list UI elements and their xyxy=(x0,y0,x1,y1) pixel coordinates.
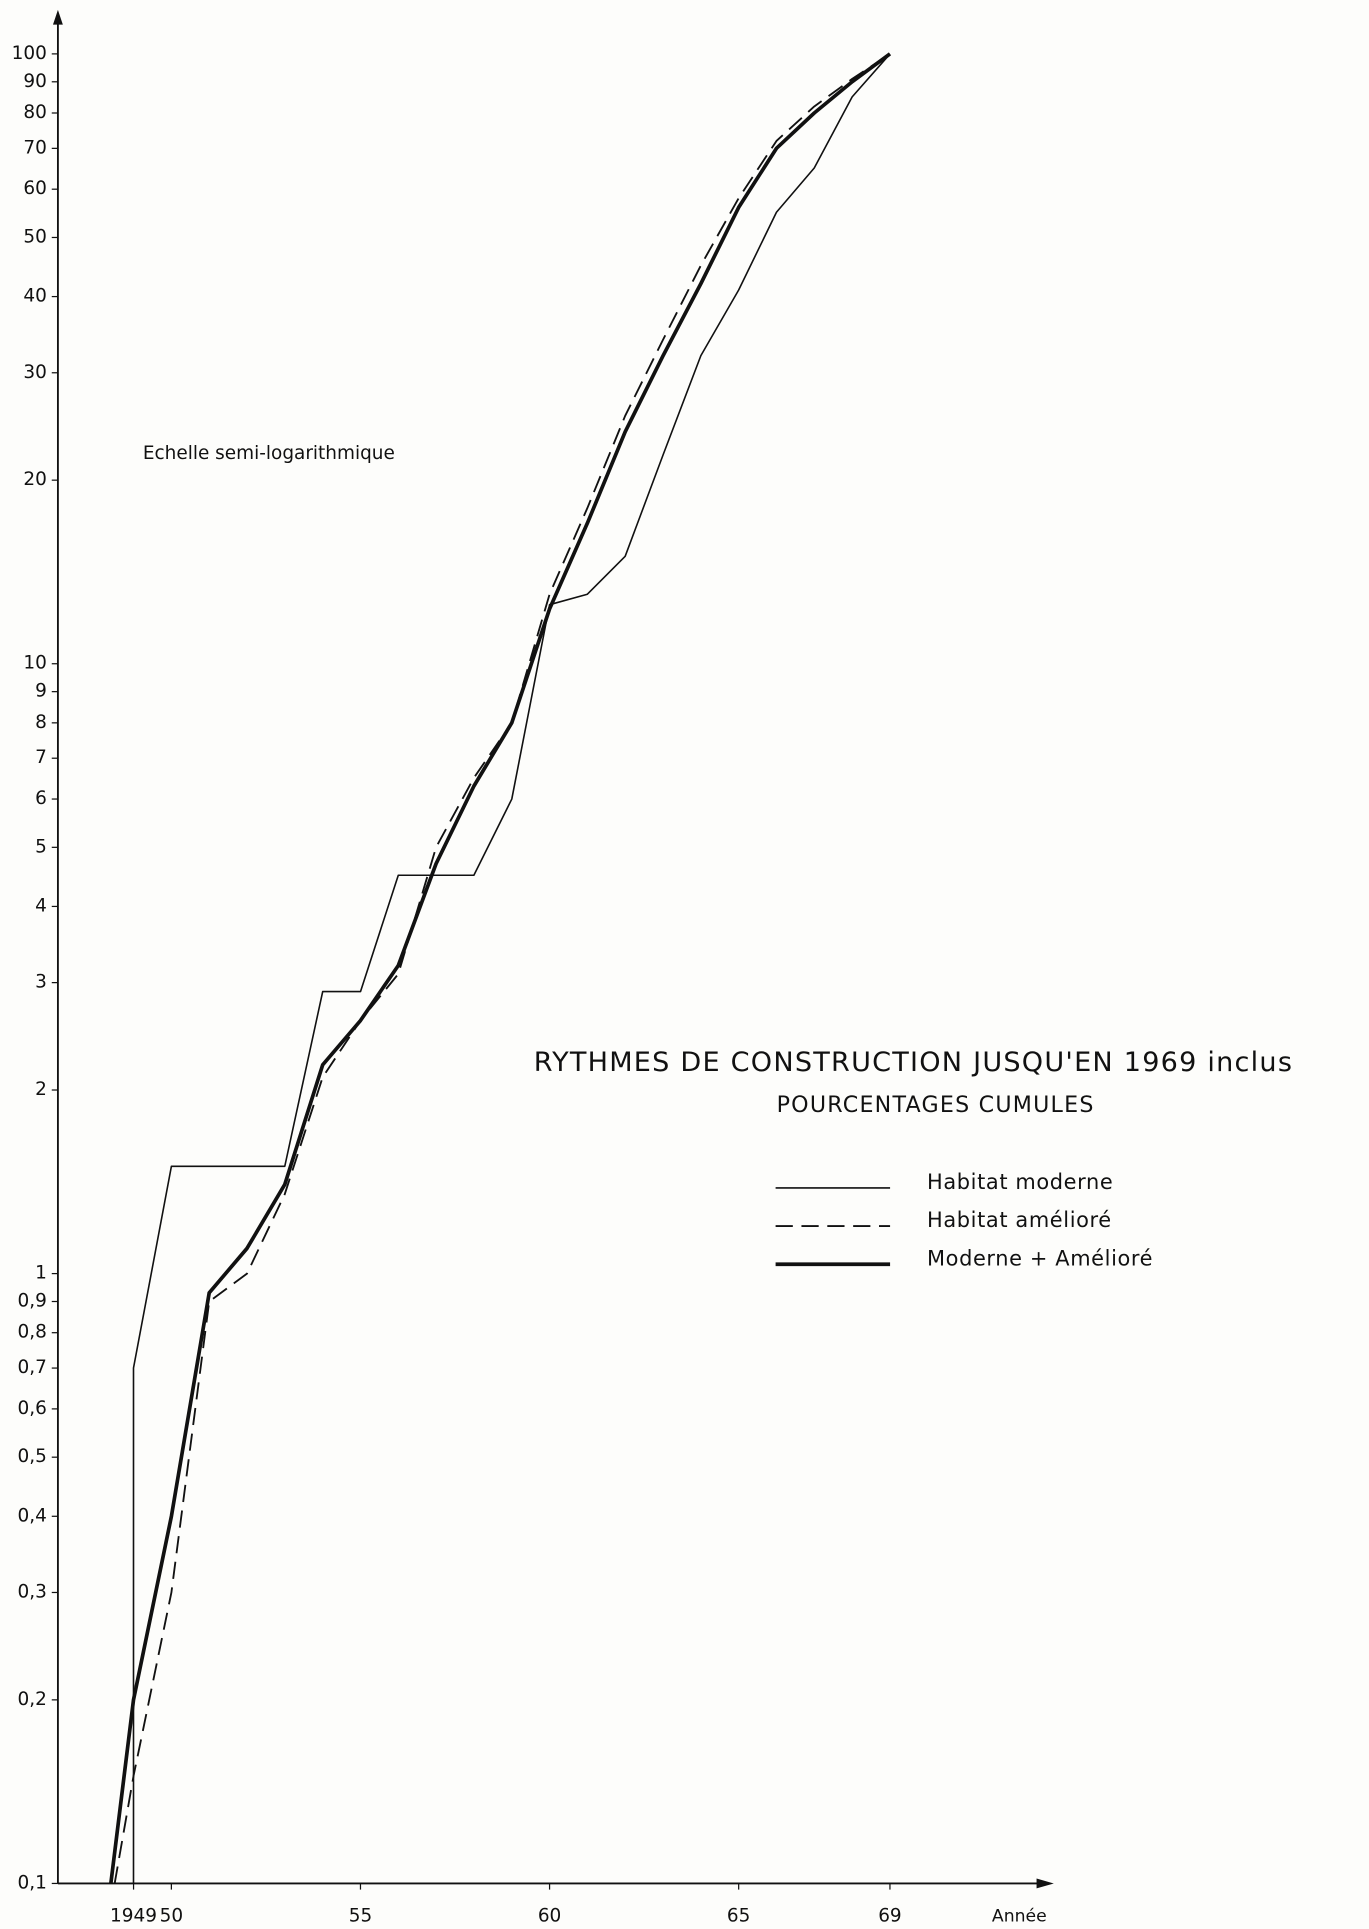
y-tick-label: 2 xyxy=(35,1079,47,1100)
y-tick-label: 60 xyxy=(23,178,46,199)
legend-label: Moderne + Amélioré xyxy=(927,1246,1153,1270)
x-tick-label: 60 xyxy=(538,1906,561,1927)
chart-subtitle: POURCENTAGES CUMULES xyxy=(777,1092,1095,1118)
y-tick-label: 50 xyxy=(23,226,46,247)
y-tick-label: 0,5 xyxy=(17,1446,46,1467)
x-tick-label: 69 xyxy=(878,1906,901,1927)
y-tick-label: 0,9 xyxy=(17,1291,46,1312)
y-axis-arrow xyxy=(52,9,63,25)
y-tick-label: 1 xyxy=(35,1263,47,1284)
y-tick-label: 40 xyxy=(23,286,46,307)
y-tick-label: 10 xyxy=(23,653,46,674)
x-tick-label: 1949 xyxy=(110,1906,157,1927)
series-line xyxy=(132,53,891,1884)
y-tick-label: 0,1 xyxy=(17,1872,46,1893)
y-tick-label: 0,2 xyxy=(17,1689,46,1710)
y-tick-label: 0,8 xyxy=(17,1322,46,1343)
y-tick-label: 20 xyxy=(23,469,46,490)
legend-label: Habitat amélioré xyxy=(927,1208,1112,1232)
legend-label: Habitat moderne xyxy=(927,1170,1113,1194)
series-line xyxy=(113,53,891,1884)
y-tick-label: 8 xyxy=(35,712,47,733)
y-tick-label: 70 xyxy=(23,137,46,158)
series-line xyxy=(109,52,892,1884)
y-tick-label: 100 xyxy=(12,43,47,64)
annotation: Echelle semi-logarithmique xyxy=(143,443,395,464)
y-tick-label: 90 xyxy=(23,71,46,92)
y-tick-label: 0,7 xyxy=(17,1357,46,1378)
x-tick-label: 65 xyxy=(727,1906,750,1927)
y-tick-label: 6 xyxy=(35,788,47,809)
y-tick-label: 80 xyxy=(23,102,46,123)
y-tick-label: 5 xyxy=(35,836,47,857)
y-tick-label: 0,6 xyxy=(17,1398,46,1419)
y-tick-label: 0,3 xyxy=(17,1581,46,1602)
y-tick-label: 7 xyxy=(35,747,47,768)
x-axis-label: Année xyxy=(992,1907,1047,1927)
x-tick-label: 50 xyxy=(160,1906,183,1927)
y-tick-label: 0,4 xyxy=(17,1505,46,1526)
chart-title: RYTHMES DE CONSTRUCTION JUSQU'EN 1969 in… xyxy=(534,1047,1293,1078)
x-axis-arrow xyxy=(1036,1878,1054,1889)
x-tick-label: 55 xyxy=(349,1906,372,1927)
y-tick-label: 9 xyxy=(35,681,47,702)
y-tick-label: 3 xyxy=(35,972,47,993)
y-tick-label: 4 xyxy=(35,895,47,916)
y-tick-label: 30 xyxy=(23,362,46,383)
